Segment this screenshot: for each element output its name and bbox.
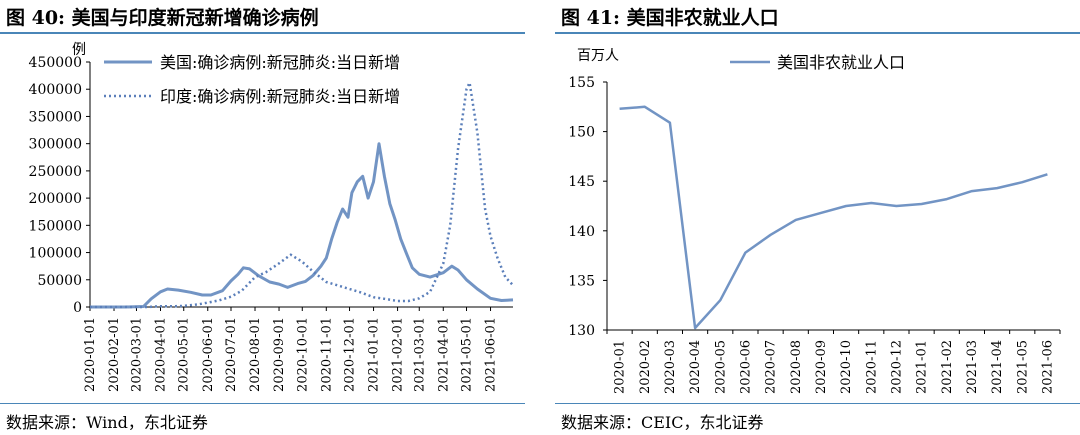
x-tick-label: 2020-08-01 — [248, 317, 263, 392]
title-rule — [555, 32, 1080, 34]
x-tick-label: 2020-03 — [663, 340, 678, 394]
x-tick-label: 2020-07-01 — [224, 317, 239, 392]
x-tick-label: 2020-01-01 — [83, 317, 98, 392]
x-tick-label: 2021-02-01 — [391, 317, 406, 392]
figure-40-source: 数据来源：Wind，东北证券 — [6, 413, 208, 432]
x-tick-label: 2020-05-01 — [177, 317, 192, 392]
y-tick-label: 350000 — [29, 109, 82, 125]
x-tick-label: 2021-03-01 — [412, 317, 427, 392]
y-tick-label: 450000 — [29, 55, 82, 71]
x-tick-label: 2020-06 — [738, 340, 753, 394]
x-tick-label: 2020-03-01 — [129, 317, 144, 392]
x-tick-label: 2021-05 — [1015, 340, 1030, 394]
x-tick-label: 2021-01 — [915, 340, 930, 394]
us-daily-cases-line — [90, 142, 514, 309]
title-rule — [0, 32, 525, 34]
y-axis-label: 百万人 — [577, 48, 619, 64]
source-rule — [555, 403, 1080, 404]
x-tick-label: 2020-05 — [713, 340, 728, 394]
x-tick-label: 2020-02-01 — [107, 317, 122, 392]
y-axis-label: 例 — [72, 42, 86, 58]
figure-41-title: 图 41: 美国非农就业人口 — [561, 7, 779, 29]
x-tick-label: 2020-02 — [638, 340, 653, 394]
x-tick-label: 2020-10 — [839, 340, 854, 394]
us-payrolls-chart: 130 135 140 145 150 155 百万人 2020-01 2020-02 2020-… — [568, 48, 1061, 394]
legend-label: 美国:确诊病例:新冠肺炎:当日新增 — [160, 53, 400, 72]
figure-41-source: 数据来源：CEIC，东北证券 — [561, 413, 764, 432]
x-tick-label: 2020-11-01 — [319, 317, 334, 392]
x-tick-label: 2020-10-01 — [295, 317, 310, 392]
x-tick-label: 2021-04 — [990, 340, 1005, 394]
figure-40-title: 图 40: 美国与印度新冠新增确诊病例 — [6, 7, 319, 29]
x-tick-label: 2020-04 — [688, 340, 703, 394]
legend-label: 印度:确诊病例:新冠肺炎:当日新增 — [160, 87, 400, 106]
y-tick-label: 0 — [73, 300, 82, 316]
y-tick-label: 140 — [568, 224, 595, 240]
x-tick-label: 2021-06-01 — [484, 317, 499, 392]
y-tick-label: 135 — [568, 273, 595, 289]
x-tick-label: 2020-11 — [864, 340, 879, 394]
x-tick-label: 2021-06 — [1040, 340, 1055, 394]
x-tick-label: 2020-08 — [789, 340, 804, 394]
y-tick-label: 200000 — [29, 191, 82, 207]
x-tick-label: 2021-01-01 — [367, 317, 382, 392]
y-tick-label: 150000 — [29, 218, 82, 234]
y-tick-label: 150 — [568, 125, 595, 141]
source-rule — [0, 403, 525, 404]
x-tick-label: 2021-04-01 — [436, 317, 451, 392]
x-tick-label: 2020-09-01 — [272, 317, 287, 392]
y-tick-label: 400000 — [29, 82, 82, 98]
x-tick-label: 2021-02 — [940, 340, 955, 394]
legend-label: 美国非农就业人口 — [777, 53, 905, 72]
y-tick-label: 145 — [568, 174, 595, 190]
panel-us-india-cases: 图 40: 美国与印度新冠新增确诊病例 0 50000 100000 150000 20… — [0, 0, 525, 435]
x-tick-label: 2020-09 — [814, 340, 829, 394]
y-tick-label: 300000 — [29, 137, 82, 153]
y-tick-label: 130 — [568, 323, 595, 339]
x-tick-label: 2020-04-01 — [154, 317, 169, 392]
india-daily-cases-line — [90, 81, 514, 309]
us-payrolls-line — [619, 105, 1048, 330]
x-tick-label: 2021-05-01 — [460, 317, 475, 392]
y-tick-label: 50000 — [37, 273, 82, 289]
y-tick-label: 100000 — [29, 246, 82, 262]
x-tick-label: 2021-03 — [965, 340, 980, 394]
panel-us-payrolls: 图 41: 美国非农就业人口 130 135 140 145 150 155 百万人 2020… — [555, 0, 1080, 435]
y-tick-label: 155 — [568, 75, 595, 91]
x-tick-label: 2020-12 — [889, 340, 904, 394]
x-tick-label: 2020-06-01 — [201, 317, 216, 392]
x-tick-label: 2020-07 — [764, 340, 779, 394]
us-india-cases-chart: 0 50000 100000 150000 200000 250000 300000 3500… — [29, 42, 514, 392]
x-tick-label: 2020-01 — [613, 340, 628, 394]
x-tick-label: 2020-12-01 — [343, 317, 358, 392]
y-tick-label: 250000 — [29, 164, 82, 180]
